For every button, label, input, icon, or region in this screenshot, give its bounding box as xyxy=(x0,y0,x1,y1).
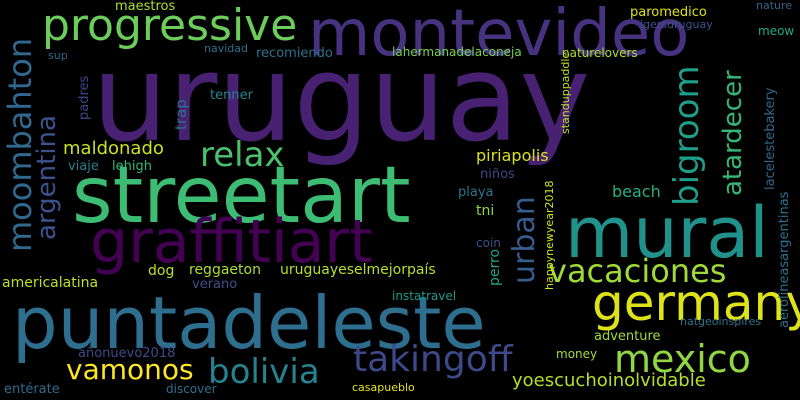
word-anonuevo2018: añonuevo2018 xyxy=(78,346,176,361)
word-discover: discover xyxy=(166,382,217,396)
word-americalatina: americalatina xyxy=(2,275,99,291)
word-vamonos: vamonos xyxy=(66,353,194,386)
word-padres: padres xyxy=(77,75,92,120)
word-adventure: adventure xyxy=(594,329,661,344)
word-lehigh: lehigh xyxy=(112,159,152,174)
word-puntadeleste: puntadeleste xyxy=(12,281,486,365)
word-dog: dog xyxy=(148,263,175,279)
word-mexico: mexico xyxy=(614,337,751,381)
word-viaje: viaje xyxy=(68,159,99,174)
word-progressive: progressive xyxy=(42,0,298,51)
word-aerolineasargentinas: aerolineasargentinas xyxy=(777,191,792,328)
word-graffitiart: graffitiart xyxy=(90,207,373,277)
word-naturelovers: naturelovers xyxy=(562,46,638,60)
word-meow: meow xyxy=(758,24,795,38)
word-takingoff: takingoff xyxy=(353,339,513,380)
word-lahermanadelaconeja: lahermanadelaconeja xyxy=(392,45,522,59)
word-vacaciones: vacaciones xyxy=(548,252,727,290)
word-nature: nature xyxy=(756,0,793,12)
word-uruguay: uruguay xyxy=(92,30,591,169)
word-paromedico: paromedico xyxy=(630,5,707,20)
word-ninos: niños xyxy=(480,167,515,182)
word-enterate: entérate xyxy=(4,382,60,397)
word-happynewyear2018: happynewyear2018 xyxy=(543,180,556,290)
word-piriapolis: piriapolis xyxy=(476,146,549,165)
word-trap: trap xyxy=(172,99,190,130)
word-verano: verano xyxy=(192,277,238,292)
word-igersuruguay: igersuruguay xyxy=(640,18,713,31)
word-streetart: streetart xyxy=(72,151,411,241)
word-natgeoinspires: natgeoinspires xyxy=(680,315,762,328)
word-perro: perro xyxy=(487,248,503,286)
word-playa: playa xyxy=(458,185,494,200)
word-casapueblo: casapueblo xyxy=(352,381,415,394)
word-recomiendo: recomiendo xyxy=(256,46,333,61)
word-uruguayeselmejorpais: uruguayeselmejorpaís xyxy=(280,262,436,278)
word-maldonado: maldonado xyxy=(63,138,164,159)
word-lacelestebakery: lacelestebakery xyxy=(763,87,778,190)
word-money: money xyxy=(556,347,598,361)
word-instatravel: instatravel xyxy=(392,289,457,303)
word-coin: coin xyxy=(476,236,501,250)
word-atardecer: atardecer xyxy=(718,70,748,196)
word-maestros: maestros xyxy=(115,0,176,14)
word-yoescuchoinolvidable: yoescuchoinolvidable xyxy=(512,370,706,391)
word-mural: mural xyxy=(565,192,769,274)
word-bigroom: bigroom xyxy=(667,65,707,206)
word-sup: sup xyxy=(48,49,68,62)
word-urban: urban xyxy=(507,196,542,284)
word-reggaeton: reggaeton xyxy=(189,262,261,278)
word-germany: germany xyxy=(592,274,800,332)
word-tni: tni xyxy=(476,203,495,219)
word-tenner: tenner xyxy=(210,88,253,103)
word-montevideo: montevideo xyxy=(308,0,690,71)
word-bolivia: bolivia xyxy=(208,352,320,392)
word-argentina: argentina xyxy=(32,115,62,240)
word-navidad: navidad xyxy=(204,42,248,55)
word-beach: beach xyxy=(612,182,661,201)
word-relax: relax xyxy=(200,135,285,175)
word-standuppaddle: standuppaddle xyxy=(559,51,572,134)
